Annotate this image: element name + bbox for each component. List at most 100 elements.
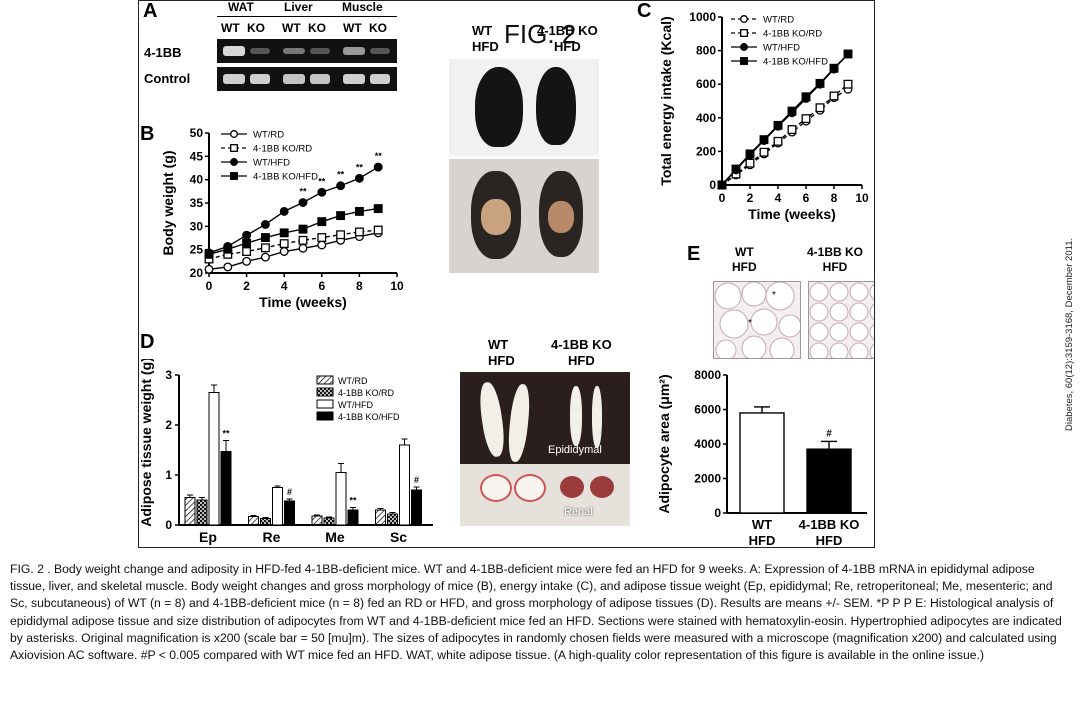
tissue-label-epididymal: Epididymal bbox=[548, 444, 602, 456]
significance-mark: * bbox=[282, 207, 286, 217]
data-point bbox=[815, 103, 825, 113]
mice-photo-label-wt: WT HFD bbox=[472, 23, 499, 54]
gel-band bbox=[310, 48, 330, 54]
series-line bbox=[208, 232, 379, 270]
panel-d-letter: D bbox=[140, 331, 155, 353]
y-tick-label: 1000 bbox=[689, 10, 716, 24]
renal-fat-wt bbox=[514, 474, 546, 502]
legend-label: 4-1BB KO/HFD bbox=[253, 172, 318, 183]
mice-photo-dorsal bbox=[449, 59, 599, 156]
bar bbox=[196, 499, 208, 526]
epididymal-fat-ko bbox=[570, 386, 582, 446]
gel-band bbox=[310, 74, 330, 84]
data-point bbox=[336, 211, 346, 221]
legend-label: WT/HFD bbox=[763, 43, 800, 54]
data-point bbox=[731, 164, 741, 174]
panel-e-letter: E bbox=[687, 243, 701, 265]
y-tick-label: 0 bbox=[709, 178, 716, 192]
data-point bbox=[230, 144, 238, 152]
gel-band bbox=[250, 48, 270, 54]
bar bbox=[284, 500, 295, 526]
legend-label: WT/RD bbox=[338, 376, 368, 386]
gel-band bbox=[283, 48, 305, 54]
abdominal-fat bbox=[481, 199, 511, 235]
significance-mark: ** bbox=[349, 496, 357, 506]
gel-image-control bbox=[217, 67, 397, 91]
legend-label: 4-1BB KO/RD bbox=[763, 29, 822, 40]
histology-ko-cells bbox=[809, 282, 874, 358]
y-tick-label: 2000 bbox=[694, 472, 721, 486]
y-tick-label: 400 bbox=[696, 111, 716, 125]
bar bbox=[399, 444, 410, 526]
series-line bbox=[208, 166, 379, 254]
x-tick-label: Ep bbox=[199, 529, 217, 545]
data-point bbox=[317, 240, 327, 250]
gel-genotype: KO bbox=[308, 21, 326, 35]
data-point bbox=[745, 158, 755, 168]
data-point bbox=[740, 29, 748, 37]
data-point bbox=[336, 181, 346, 191]
y-tick-label: 45 bbox=[190, 149, 204, 163]
data-point bbox=[373, 204, 383, 214]
body-weight-chart: 20 25 30 35 40 45 50 0 2 4 6 8 10 Time (weeks) Body we… bbox=[160, 126, 404, 310]
legend-label: 4-1BB KO/HFD bbox=[338, 412, 400, 422]
gel-header-rule bbox=[217, 16, 397, 17]
gel-label-muscle: Muscle bbox=[342, 0, 383, 14]
tissue-photo-label-wt: WT HFD bbox=[488, 337, 515, 368]
legend-label: WT/HFD bbox=[338, 400, 373, 410]
renal-fat-ko bbox=[560, 476, 584, 498]
data-point bbox=[317, 233, 327, 242]
gel-band bbox=[250, 74, 270, 84]
y-axis-label: Adipocyte area (μm²) bbox=[656, 374, 672, 513]
y-tick-label: 4000 bbox=[694, 437, 721, 451]
tissue-photo: Epididymal Renal bbox=[460, 372, 630, 526]
gel-row-label: Control bbox=[144, 71, 191, 86]
y-tick-label: 200 bbox=[696, 144, 716, 158]
series-line bbox=[721, 53, 849, 186]
data-point bbox=[242, 256, 252, 266]
gel-band bbox=[343, 74, 365, 84]
data-point bbox=[230, 158, 238, 166]
figure-caption: FIG. 2 . Body weight change and adiposit… bbox=[10, 562, 1062, 663]
bar bbox=[739, 412, 785, 514]
data-point bbox=[242, 230, 252, 240]
gel-genotype: KO bbox=[247, 21, 265, 35]
renal-section: Renal bbox=[460, 464, 630, 526]
data-point bbox=[223, 244, 233, 254]
renal-fat-ko bbox=[590, 476, 614, 498]
x-tick-label: 0 bbox=[206, 279, 213, 293]
gel-band bbox=[283, 74, 305, 84]
data-point bbox=[298, 224, 308, 234]
y-tick-label: 40 bbox=[190, 173, 204, 187]
data-point bbox=[759, 135, 769, 145]
tissue-label-renal: Renal bbox=[564, 506, 593, 518]
x-tick-label: 10 bbox=[390, 279, 404, 293]
x-tick-label: Re bbox=[263, 529, 281, 545]
gel-band bbox=[343, 47, 365, 55]
x-tick-label: Sc bbox=[390, 529, 407, 545]
data-point bbox=[242, 238, 252, 248]
bar bbox=[208, 392, 220, 526]
significance-mark: # bbox=[414, 475, 419, 485]
significance-mark: ** bbox=[356, 162, 364, 172]
data-point bbox=[843, 79, 853, 89]
x-axis-label: Time (weeks) bbox=[748, 206, 836, 222]
legend-swatch bbox=[316, 399, 334, 409]
data-point bbox=[230, 130, 238, 138]
panel-b-letter: B bbox=[140, 123, 155, 145]
histology-wt-cells: * * bbox=[714, 282, 800, 358]
data-point bbox=[787, 125, 797, 135]
bar bbox=[411, 489, 422, 526]
data-point bbox=[829, 91, 839, 101]
series-line bbox=[721, 88, 849, 186]
gel-genotype: WT bbox=[282, 21, 301, 35]
mice-photo-label-ko: 4-1BB KO HFD bbox=[537, 23, 598, 54]
data-point bbox=[260, 252, 270, 262]
x-tick-label: 4 bbox=[281, 279, 288, 293]
significance-mark: # bbox=[287, 487, 292, 497]
data-point bbox=[298, 235, 308, 245]
significance-mark: ** bbox=[337, 170, 345, 180]
bar bbox=[260, 518, 271, 526]
data-point bbox=[260, 233, 270, 242]
